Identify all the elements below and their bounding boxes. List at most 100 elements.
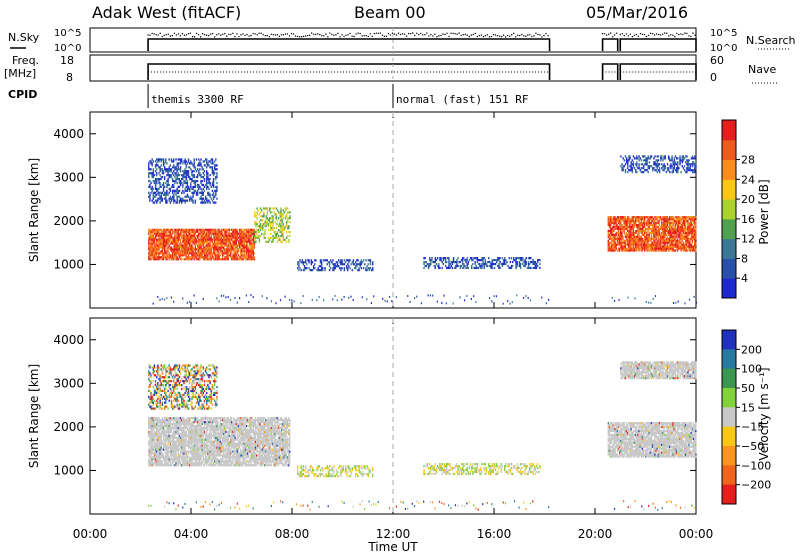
data-cell <box>519 257 522 260</box>
data-cell <box>150 160 152 163</box>
nsearch-dot <box>657 33 660 36</box>
data-cell <box>682 231 685 234</box>
data-cell <box>249 240 251 243</box>
data-cell <box>666 245 669 248</box>
data-cell <box>236 244 239 247</box>
data-cell <box>616 243 619 246</box>
data-cell <box>184 172 186 175</box>
data-cell <box>156 162 158 165</box>
data-cell <box>213 238 216 241</box>
data-cell <box>272 215 274 218</box>
data-cell <box>163 458 166 461</box>
data-cell <box>345 259 348 262</box>
data-cell <box>154 424 157 428</box>
nsearch-dot <box>246 33 248 36</box>
data-cell <box>534 260 537 264</box>
data-cell <box>327 261 330 264</box>
data-cell <box>481 262 483 266</box>
data-cell <box>481 259 483 262</box>
data-cell <box>678 247 680 250</box>
data-cell <box>204 232 207 235</box>
data-cell <box>607 233 610 236</box>
data-cell <box>439 257 441 260</box>
data-cell <box>672 161 674 164</box>
data-cell <box>152 246 155 249</box>
data-cell <box>640 171 643 174</box>
data-cell <box>625 221 628 225</box>
data-cell <box>185 228 187 231</box>
data-cell <box>395 296 397 299</box>
data-cell <box>156 189 158 192</box>
data-cell <box>467 262 470 266</box>
data-cell <box>649 247 652 250</box>
data-cell <box>680 245 682 248</box>
data-cell <box>691 231 694 234</box>
data-cell <box>238 228 241 231</box>
data-cell <box>154 242 157 245</box>
data-cell <box>186 170 189 173</box>
data-cell <box>218 232 220 235</box>
data-cell <box>681 225 683 229</box>
data-cell <box>643 218 646 221</box>
data-cell <box>148 240 150 243</box>
data-cell <box>340 263 342 266</box>
data-cell <box>245 230 248 233</box>
data-cell <box>654 229 656 233</box>
data-cell <box>654 235 656 238</box>
data-cell <box>207 242 209 245</box>
data-cell <box>673 237 675 240</box>
data-cell <box>365 267 367 270</box>
data-cell <box>212 236 215 239</box>
data-cell <box>153 421 156 424</box>
data-cell <box>612 247 614 250</box>
data-cell <box>613 243 615 246</box>
data-cell <box>626 225 629 229</box>
data-cell <box>691 241 694 244</box>
data-cell <box>231 234 233 237</box>
data-cell <box>236 232 239 235</box>
data-cell <box>184 238 186 241</box>
data-cell <box>675 229 678 233</box>
data-cell <box>153 460 156 463</box>
data-cell <box>212 162 215 165</box>
data-cell <box>166 456 168 459</box>
data-cell <box>630 235 632 238</box>
data-cell <box>153 256 156 259</box>
data-cell <box>660 159 662 162</box>
data-cell <box>148 256 150 259</box>
data-cell <box>215 176 217 179</box>
data-cell <box>443 294 445 297</box>
data-cell <box>615 231 617 234</box>
data-cell <box>190 256 192 259</box>
data-cell <box>625 161 628 164</box>
data-cell <box>522 257 524 260</box>
data-cell <box>692 231 695 234</box>
data-cell <box>688 229 690 233</box>
data-cell <box>672 245 674 248</box>
data-cell <box>372 263 374 266</box>
data-cell <box>650 231 653 234</box>
data-cell <box>357 269 359 272</box>
data-cell <box>237 236 240 239</box>
data-cell <box>152 458 155 461</box>
data-cell <box>607 216 610 219</box>
data-cell <box>184 160 186 163</box>
data-cell <box>185 164 187 167</box>
data-cell <box>653 161 655 164</box>
data-cell <box>638 218 640 221</box>
data-cell <box>149 421 151 424</box>
data-cell <box>663 157 665 160</box>
data-cell <box>161 462 164 465</box>
data-cell <box>165 191 167 194</box>
data-cell <box>150 422 152 426</box>
data-cell <box>636 155 638 158</box>
data-cell <box>258 240 261 243</box>
data-cell <box>471 259 473 262</box>
data-cell <box>318 265 321 268</box>
data-cell <box>620 241 622 244</box>
data-cell <box>238 258 241 261</box>
data-cell <box>148 450 150 453</box>
data-cell <box>167 464 169 467</box>
data-cell <box>637 237 639 240</box>
data-cell <box>188 258 191 261</box>
